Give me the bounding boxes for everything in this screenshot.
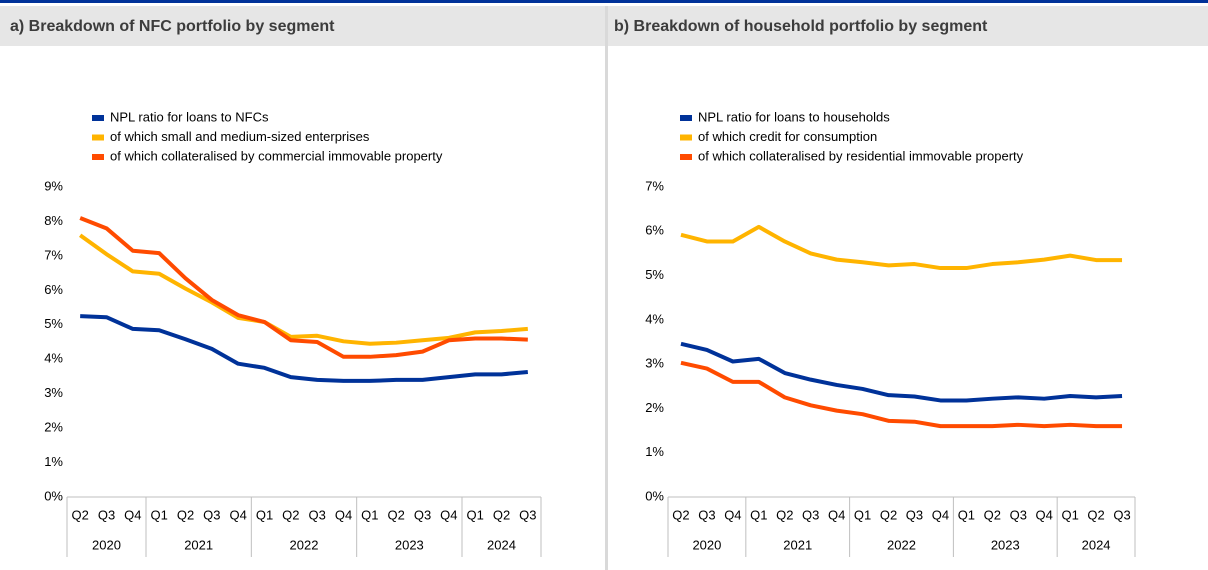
- x-group-label: 2021: [184, 537, 213, 552]
- x-tick-label: Q4: [724, 507, 741, 522]
- y-tick-label: 5%: [645, 267, 664, 282]
- y-tick-label: 2%: [645, 400, 664, 415]
- x-tick-label: Q2: [282, 507, 299, 522]
- x-group-label: 2021: [783, 537, 812, 552]
- legend-label: NPL ratio for loans to NFCs: [110, 109, 269, 124]
- y-tick-label: 0%: [44, 488, 63, 503]
- legend-swatch: [92, 115, 104, 121]
- header-bar: [0, 6, 1208, 46]
- y-tick-label: 4%: [645, 311, 664, 326]
- legend-label: of which collateralised by commercial im…: [110, 148, 443, 163]
- x-tick-label: Q4: [335, 507, 352, 522]
- x-tick-label: Q1: [256, 507, 273, 522]
- x-tick-label: Q1: [854, 507, 871, 522]
- x-tick-label: Q3: [698, 507, 715, 522]
- x-tick-label: Q2: [1087, 507, 1104, 522]
- x-tick-label: Q1: [466, 507, 483, 522]
- x-tick-label: Q1: [361, 507, 378, 522]
- y-tick-label: 3%: [645, 356, 664, 371]
- x-group-label: 2022: [887, 537, 916, 552]
- legend-label: of which small and medium-sized enterpri…: [110, 129, 370, 144]
- x-tick-label: Q3: [1113, 507, 1130, 522]
- legend-swatch: [92, 154, 104, 160]
- series-line: [78, 233, 528, 346]
- x-tick-label: Q3: [1010, 507, 1027, 522]
- x-tick-label: Q2: [493, 507, 510, 522]
- legend-swatch: [680, 154, 692, 160]
- x-group-label: 2024: [487, 537, 516, 552]
- series-line: [680, 341, 1123, 403]
- y-tick-label: 1%: [44, 454, 63, 469]
- y-tick-label: 8%: [44, 213, 63, 228]
- top-rule: [0, 0, 1208, 3]
- x-tick-label: Q1: [150, 507, 167, 522]
- legend-label: NPL ratio for loans to households: [698, 109, 890, 124]
- x-tick-label: Q3: [98, 507, 115, 522]
- x-tick-label: Q3: [414, 507, 431, 522]
- x-tick-label: Q3: [308, 507, 325, 522]
- panel-title: b) Breakdown of household portfolio by s…: [614, 18, 988, 35]
- panel-divider: [605, 6, 608, 570]
- y-tick-label: 7%: [44, 247, 63, 262]
- x-tick-label: Q2: [71, 507, 88, 522]
- x-tick-label: Q3: [519, 507, 536, 522]
- y-tick-label: 2%: [44, 420, 63, 435]
- x-tick-label: Q4: [440, 507, 457, 522]
- legend-swatch: [680, 115, 692, 121]
- y-tick-label: 4%: [44, 351, 63, 366]
- x-group-label: 2023: [395, 537, 424, 552]
- x-group-label: 2020: [92, 537, 121, 552]
- y-tick-label: 3%: [44, 385, 63, 400]
- legend-swatch: [92, 134, 104, 141]
- x-tick-label: Q1: [1061, 507, 1078, 522]
- x-tick-label: Q3: [802, 507, 819, 522]
- panel-title: a) Breakdown of NFC portfolio by segment: [10, 18, 335, 35]
- x-tick-label: Q4: [828, 507, 845, 522]
- legend-label: of which collateralised by residential i…: [698, 148, 1024, 163]
- x-tick-label: Q4: [932, 507, 949, 522]
- x-tick-label: Q4: [1036, 507, 1053, 522]
- x-tick-label: Q2: [776, 507, 793, 522]
- y-tick-label: 7%: [645, 178, 664, 193]
- x-tick-label: Q3: [203, 507, 220, 522]
- x-group-label: 2020: [692, 537, 721, 552]
- x-tick-label: Q1: [958, 507, 975, 522]
- x-tick-label: Q1: [750, 507, 767, 522]
- legend-label: of which credit for consumption: [698, 129, 877, 144]
- y-tick-label: 0%: [645, 488, 664, 503]
- legend-swatch: [680, 134, 692, 141]
- x-tick-label: Q3: [906, 507, 923, 522]
- y-tick-label: 6%: [44, 282, 63, 297]
- x-tick-label: Q2: [984, 507, 1001, 522]
- y-tick-label: 6%: [645, 223, 664, 238]
- x-tick-label: Q2: [880, 507, 897, 522]
- x-group-label: 2022: [290, 537, 319, 552]
- x-tick-label: Q4: [229, 507, 246, 522]
- x-tick-label: Q2: [387, 507, 404, 522]
- x-tick-label: Q2: [672, 507, 689, 522]
- x-group-label: 2023: [991, 537, 1020, 552]
- series-line: [79, 216, 528, 359]
- y-tick-label: 1%: [645, 444, 664, 459]
- x-tick-label: Q2: [177, 507, 194, 522]
- x-group-label: 2024: [1082, 537, 1111, 552]
- y-tick-label: 5%: [44, 316, 63, 331]
- x-tick-label: Q4: [124, 507, 141, 522]
- series-line: [680, 224, 1123, 271]
- series-line: [680, 360, 1123, 429]
- y-tick-label: 9%: [44, 178, 63, 193]
- series-line: [80, 314, 529, 383]
